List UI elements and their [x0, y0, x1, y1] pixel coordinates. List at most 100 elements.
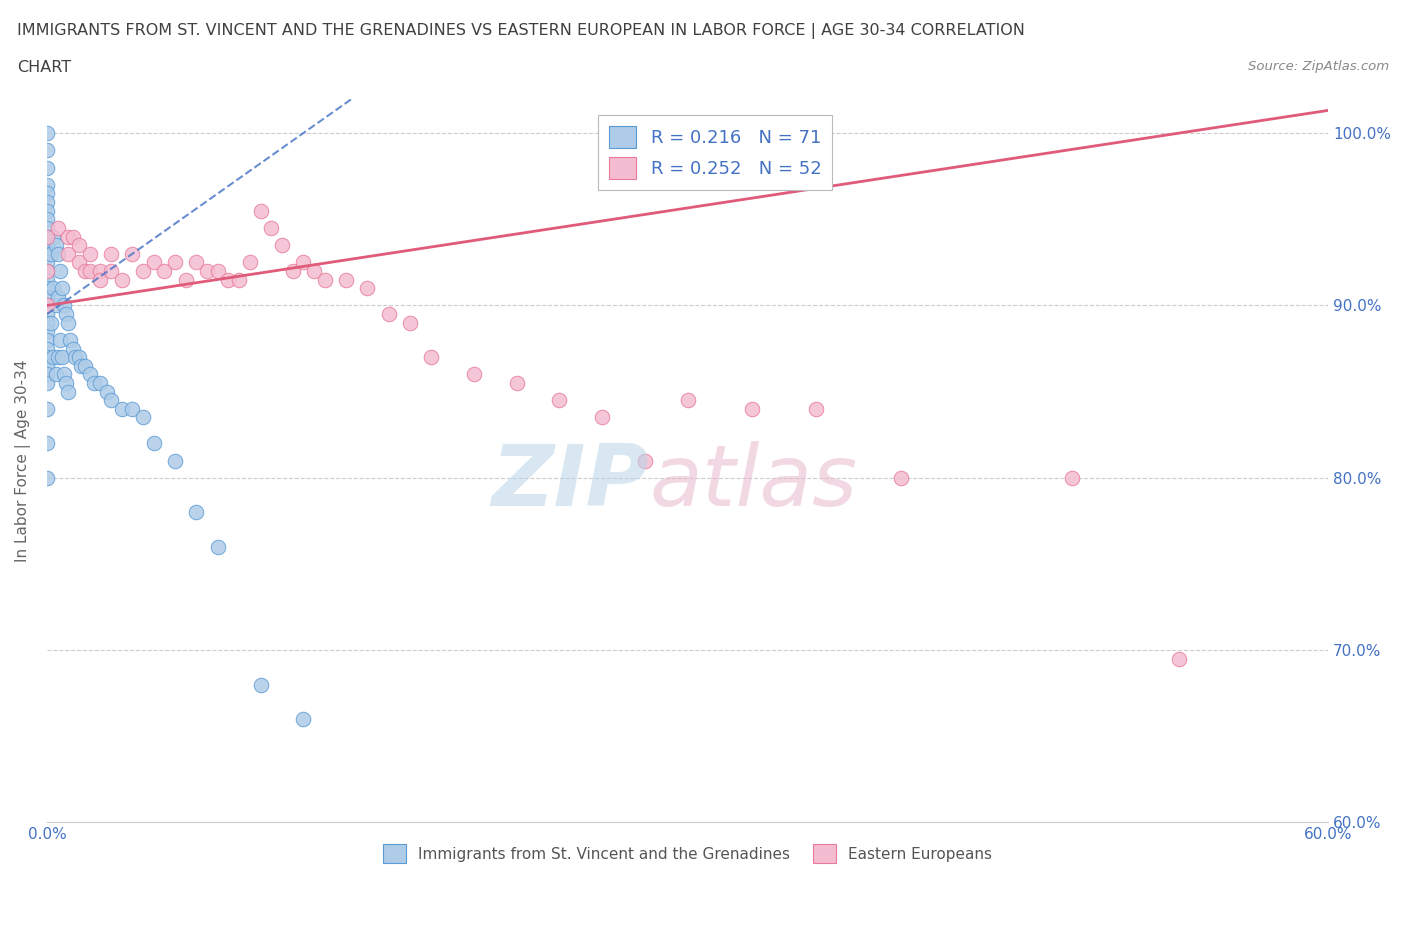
Point — [35, 229, 58, 244]
Point — [35, 315, 58, 330]
Point — [35, 367, 58, 382]
Point — [96, 384, 118, 399]
Point — [35, 350, 58, 365]
Point — [142, 255, 165, 270]
Point — [35, 298, 58, 312]
Point — [35, 272, 58, 287]
Point — [174, 272, 197, 287]
Point — [51, 350, 73, 365]
Point — [292, 711, 315, 726]
Point — [153, 263, 176, 278]
Point — [1060, 471, 1083, 485]
Point — [35, 255, 58, 270]
Point — [35, 333, 58, 348]
Point — [35, 307, 58, 322]
Text: atlas: atlas — [650, 441, 858, 524]
Point — [35, 220, 58, 235]
Point — [314, 272, 336, 287]
Point — [292, 255, 315, 270]
Point — [35, 238, 58, 253]
Point — [35, 471, 58, 485]
Point — [35, 194, 58, 209]
Point — [53, 367, 76, 382]
Point — [67, 350, 90, 365]
Point — [70, 358, 93, 373]
Point — [132, 410, 155, 425]
Point — [44, 238, 66, 253]
Point — [67, 255, 90, 270]
Point — [35, 160, 58, 175]
Point — [676, 392, 699, 407]
Point — [239, 255, 262, 270]
Point — [35, 246, 58, 261]
Point — [217, 272, 239, 287]
Point — [39, 315, 62, 330]
Point — [420, 350, 443, 365]
Text: IMMIGRANTS FROM ST. VINCENT AND THE GRENADINES VS EASTERN EUROPEAN IN LABOR FORC: IMMIGRANTS FROM ST. VINCENT AND THE GREN… — [17, 23, 1025, 39]
Point — [63, 350, 86, 365]
Point — [59, 333, 82, 348]
Point — [89, 376, 111, 391]
Point — [35, 298, 58, 312]
Point — [35, 212, 58, 227]
Point — [890, 471, 912, 485]
Point — [132, 263, 155, 278]
Point — [67, 238, 90, 253]
Point — [44, 367, 66, 382]
Point — [46, 289, 69, 304]
Point — [35, 436, 58, 451]
Point — [46, 220, 69, 235]
Point — [356, 281, 378, 296]
Point — [335, 272, 357, 287]
Point — [260, 220, 283, 235]
Point — [270, 238, 292, 253]
Point — [42, 229, 65, 244]
Point — [35, 263, 58, 278]
Point — [75, 263, 97, 278]
Point — [35, 186, 58, 201]
Point — [302, 263, 325, 278]
Point — [89, 263, 111, 278]
Point — [100, 263, 122, 278]
Text: Source: ZipAtlas.com: Source: ZipAtlas.com — [1249, 60, 1389, 73]
Point — [49, 333, 72, 348]
Point — [55, 376, 77, 391]
Point — [35, 289, 58, 304]
Point — [1167, 651, 1189, 666]
Point — [591, 410, 613, 425]
Point — [506, 376, 529, 391]
Point — [39, 246, 62, 261]
Point — [207, 539, 229, 554]
Point — [165, 453, 187, 468]
Point — [79, 367, 101, 382]
Y-axis label: In Labor Force | Age 30-34: In Labor Force | Age 30-34 — [15, 359, 31, 562]
Point — [49, 263, 72, 278]
Text: ZIP: ZIP — [492, 441, 650, 524]
Point — [399, 315, 422, 330]
Point — [741, 402, 763, 417]
Point — [44, 298, 66, 312]
Point — [35, 324, 58, 339]
Point — [35, 178, 58, 193]
Point — [35, 126, 58, 140]
Point — [548, 392, 571, 407]
Point — [195, 263, 218, 278]
Point — [121, 246, 143, 261]
Point — [100, 392, 122, 407]
Point — [249, 677, 271, 692]
Point — [42, 350, 65, 365]
Point — [35, 143, 58, 158]
Point — [35, 358, 58, 373]
Point — [42, 281, 65, 296]
Point — [35, 281, 58, 296]
Point — [58, 229, 80, 244]
Point — [46, 350, 69, 365]
Point — [35, 341, 58, 356]
Text: CHART: CHART — [17, 60, 70, 75]
Point — [62, 229, 84, 244]
Point — [111, 272, 134, 287]
Point — [89, 272, 111, 287]
Point — [165, 255, 187, 270]
Point — [121, 402, 143, 417]
Point — [249, 204, 271, 219]
